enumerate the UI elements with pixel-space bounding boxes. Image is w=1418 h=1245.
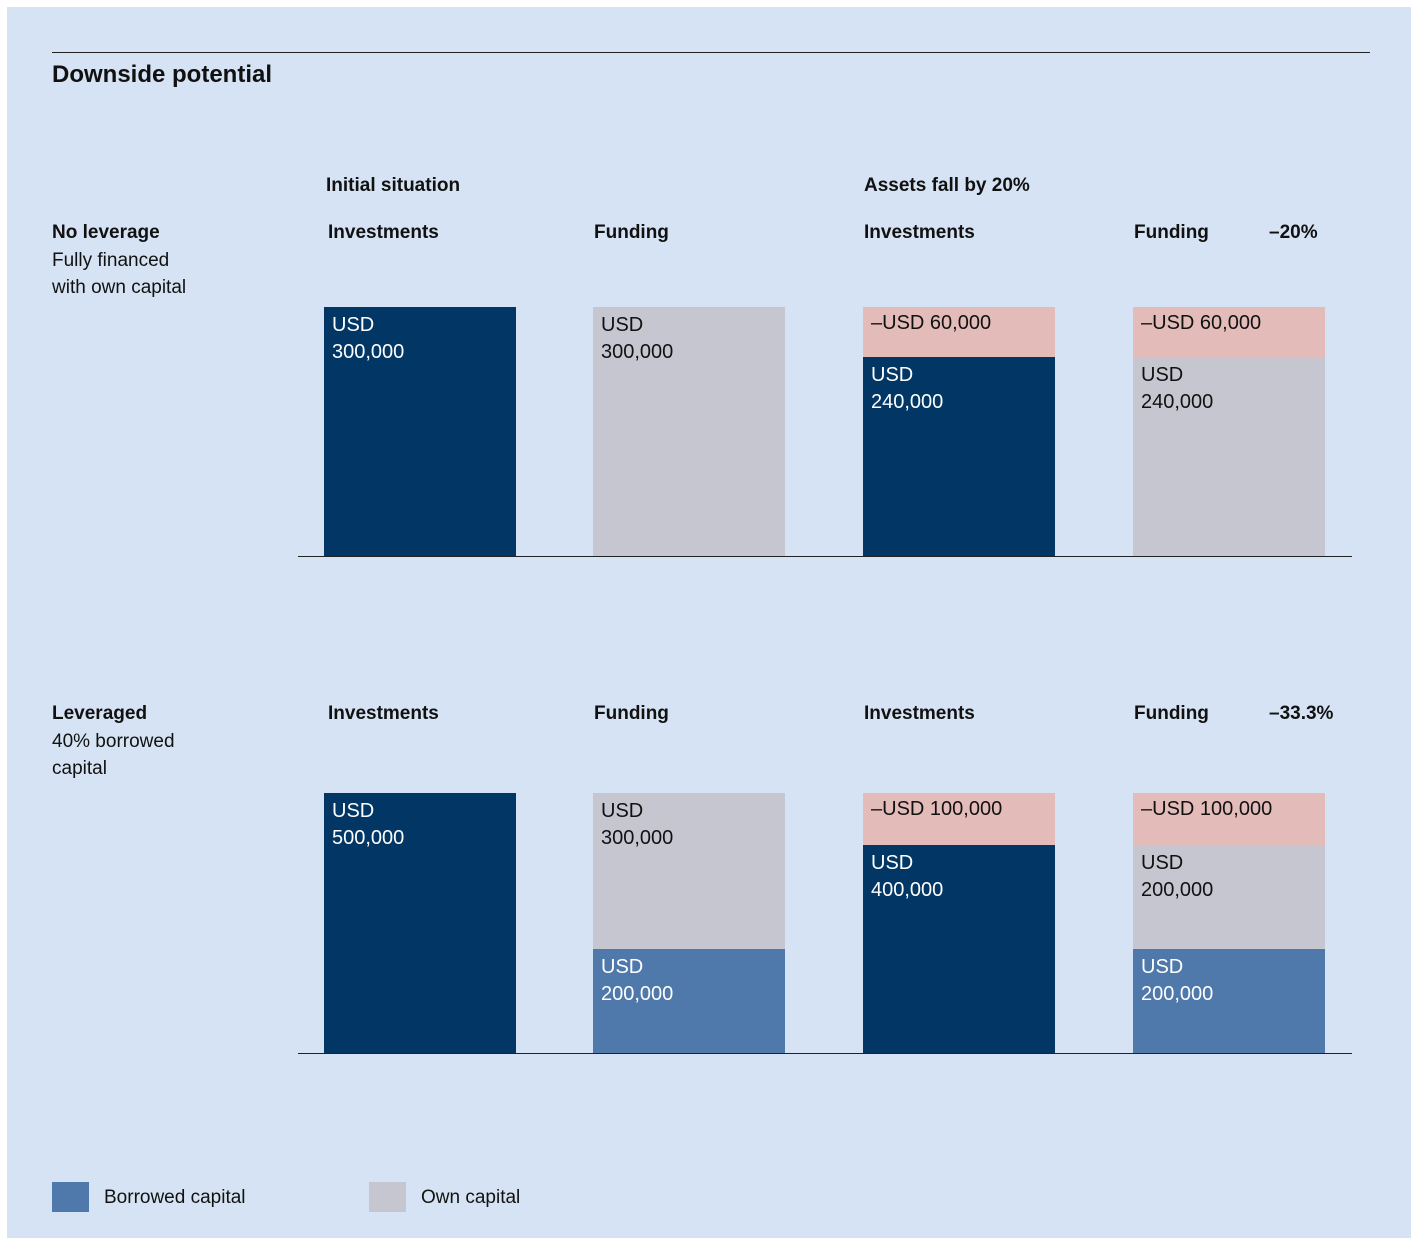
change-percent: –33.3%: [1269, 703, 1334, 724]
bar-segment-loss: –USD 100,000: [1133, 793, 1325, 845]
data-label: –USD 60,000: [1141, 312, 1262, 334]
row-subtitle: Fully financed: [52, 250, 170, 271]
data-label: –USD 100,000: [871, 798, 1003, 820]
data-label: USD 240,000: [1141, 363, 1214, 413]
header-assets-fall: Assets fall by 20%: [864, 175, 1030, 196]
baseline-axis: [298, 556, 1352, 557]
row-subtitle: with own capital: [52, 277, 187, 298]
column-header: Funding: [1134, 222, 1209, 243]
data-label: USD 400,000: [871, 852, 944, 901]
bar-segment-loss: –USD 100,000: [863, 793, 1055, 845]
data-label: USD 200,000: [601, 956, 674, 1005]
bar-segment-own: USD 200,000: [1133, 845, 1325, 949]
bar-segment-borrowed: USD 200,000: [593, 949, 785, 1053]
column-header: Investments: [864, 222, 975, 243]
data-label: USD 200,000: [1141, 956, 1214, 1005]
row-subtitle: capital: [52, 758, 107, 779]
legend-swatch: [52, 1182, 89, 1212]
data-label: USD 300,000: [601, 314, 674, 363]
baseline-axis: [298, 1053, 1352, 1054]
bar-segment-own: USD 240,000: [1133, 356, 1325, 556]
bar-segment-investment: USD 240,000: [863, 356, 1055, 556]
data-label: –USD 60,000: [871, 312, 992, 334]
data-label: USD 500,000: [332, 800, 405, 849]
bar-segment-loss: –USD 60,000: [1133, 307, 1325, 357]
data-label: USD 240,000: [871, 363, 944, 413]
data-label: USD 300,000: [332, 314, 405, 363]
bar-segment-loss: –USD 60,000: [863, 307, 1055, 357]
top-rule: [52, 52, 1370, 53]
bar-segment-investment: USD 300,000: [324, 307, 516, 556]
row-subtitle: 40% borrowed: [52, 731, 175, 752]
legend-label: Own capital: [421, 1187, 521, 1208]
row-title: Leveraged: [52, 703, 148, 724]
column-header: Investments: [328, 222, 439, 243]
column-header: Funding: [594, 703, 669, 724]
data-label: USD 300,000: [601, 800, 674, 849]
column-header: Funding: [1134, 703, 1209, 724]
bar-segment-own: USD 300,000: [593, 793, 785, 949]
bar-segment-investment: USD 500,000: [324, 793, 516, 1053]
bar-segment-borrowed: USD 200,000: [1133, 949, 1325, 1053]
column-header: Funding: [594, 222, 669, 243]
legend-swatch: [369, 1182, 406, 1212]
legend-label: Borrowed capital: [104, 1187, 246, 1208]
bar-segment-investment: USD 400,000: [863, 845, 1055, 1053]
row-title: No leverage: [52, 222, 160, 243]
column-header: Investments: [328, 703, 439, 724]
column-header: Investments: [864, 703, 975, 724]
header-initial-situation: Initial situation: [326, 175, 461, 196]
bar-segment-own: USD 300,000: [593, 307, 785, 556]
data-label: –USD 100,000: [1141, 798, 1273, 820]
data-label: USD 200,000: [1141, 852, 1214, 901]
page-title: Downside potential: [52, 61, 273, 88]
chart-panel: Downside potential Initial situation Ass…: [7, 7, 1411, 1238]
change-percent: –20%: [1269, 222, 1318, 243]
